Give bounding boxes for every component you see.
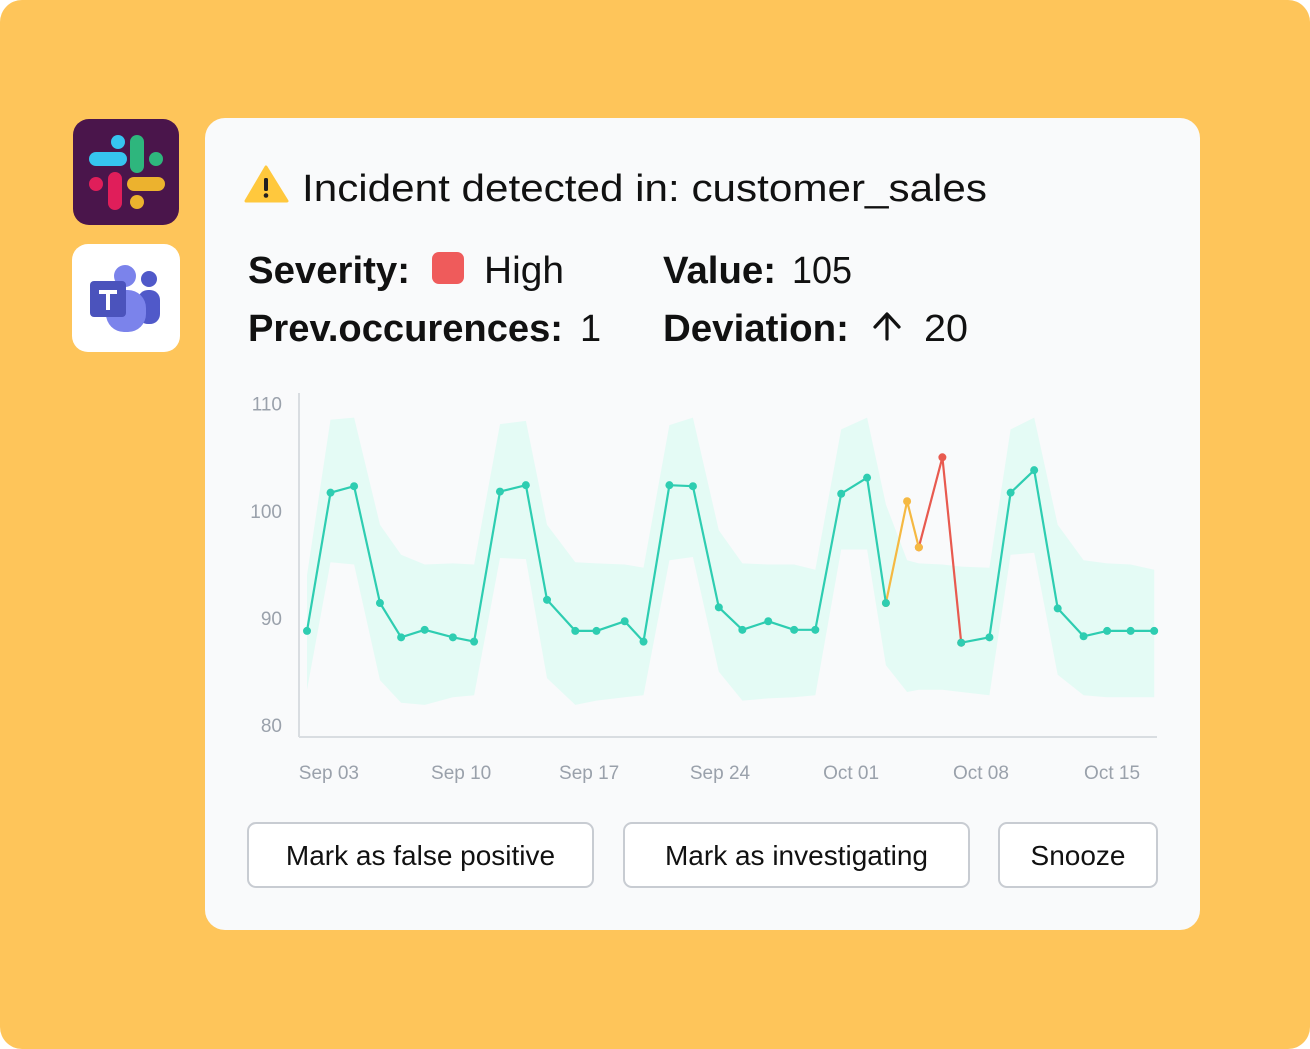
data-point xyxy=(881,599,890,608)
y-tick-label: 90 xyxy=(261,609,282,630)
y-tick-label: 80 xyxy=(261,716,282,737)
x-tick-label: Oct 15 xyxy=(1084,763,1140,784)
data-point xyxy=(938,453,947,462)
x-tick-label: Sep 17 xyxy=(559,763,619,784)
expected-range xyxy=(307,417,1155,705)
field-value: High xyxy=(484,250,564,292)
data-point xyxy=(1150,626,1159,635)
data-point xyxy=(837,489,846,498)
data-point xyxy=(714,603,723,612)
x-tick-label: Sep 03 xyxy=(299,763,359,784)
data-point xyxy=(985,633,994,642)
data-point xyxy=(303,626,312,635)
x-tick-label: Oct 01 xyxy=(823,763,879,784)
data-point xyxy=(448,633,457,642)
data-point xyxy=(620,617,629,626)
data-point xyxy=(764,617,773,626)
data-point xyxy=(903,497,912,506)
warning-icon xyxy=(244,165,289,203)
data-point xyxy=(543,595,552,604)
slack-icon[interactable] xyxy=(73,119,179,225)
button-label[interactable]: Snooze xyxy=(1031,840,1126,871)
data-point xyxy=(1103,626,1112,635)
incident-title: Incident detected in: customer_sales xyxy=(302,168,987,210)
y-tick-label: 110 xyxy=(252,395,282,416)
data-point xyxy=(688,482,697,491)
data-point xyxy=(495,487,504,496)
data-point xyxy=(1053,604,1062,613)
data-point xyxy=(914,543,923,552)
field-label: Prev.occurences: xyxy=(248,308,563,350)
x-tick-label: Sep 10 xyxy=(431,763,491,784)
field-value: 20 xyxy=(924,308,968,350)
data-point xyxy=(738,625,747,634)
field-value: 1 xyxy=(580,308,601,350)
data-point xyxy=(639,637,648,646)
field-label: Severity: xyxy=(248,250,410,292)
data-point xyxy=(470,637,479,646)
chart: 80 90 100 110 Sep 03 Sep 10 Sep 17 Sep 24 Oct 01… xyxy=(250,393,1159,784)
button-label[interactable]: Mark as investigating xyxy=(665,840,928,871)
data-point xyxy=(420,625,429,634)
data-point xyxy=(1126,626,1135,635)
up-arrow-icon xyxy=(873,312,901,341)
button-label[interactable]: Mark as false positive xyxy=(286,840,555,871)
data-point xyxy=(1006,488,1015,497)
data-point xyxy=(592,626,601,635)
x-tick-label: Sep 24 xyxy=(690,763,751,784)
data-point xyxy=(957,638,966,647)
data-point xyxy=(1030,466,1039,475)
button[interactable]: Mark as false positive xyxy=(247,822,594,888)
data-point xyxy=(521,481,530,490)
x-tick-label: Oct 08 xyxy=(953,763,1009,784)
data-point xyxy=(571,626,580,635)
teams-icon[interactable] xyxy=(72,244,180,352)
field-label: Value: xyxy=(663,250,776,292)
field-label: Deviation: xyxy=(663,308,849,350)
button[interactable]: Snooze xyxy=(998,822,1158,888)
data-point xyxy=(350,482,359,491)
data-point xyxy=(790,625,799,634)
data-point xyxy=(397,633,406,642)
data-point xyxy=(863,473,872,482)
data-point xyxy=(665,481,674,490)
field-value: 105 xyxy=(792,250,852,292)
data-point xyxy=(811,625,820,634)
data-point xyxy=(1079,632,1088,641)
severity-indicator xyxy=(432,252,464,284)
data-point xyxy=(375,599,384,608)
data-point xyxy=(326,488,335,497)
y-tick-label: 100 xyxy=(250,502,282,523)
button[interactable]: Mark as investigating xyxy=(623,822,970,888)
